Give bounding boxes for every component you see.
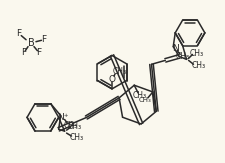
- Text: F: F: [41, 35, 46, 44]
- Text: N: N: [172, 44, 179, 53]
- Text: CH₃: CH₃: [189, 49, 204, 58]
- Text: CH₃: CH₃: [63, 121, 78, 130]
- Text: CH₃: CH₃: [133, 91, 147, 100]
- Text: F: F: [36, 48, 41, 57]
- Text: CH₃: CH₃: [69, 133, 83, 141]
- Text: F: F: [22, 48, 27, 57]
- Text: B: B: [28, 38, 34, 48]
- Text: O: O: [108, 74, 115, 84]
- Text: CH₃: CH₃: [113, 67, 127, 76]
- Text: CH₃: CH₃: [191, 61, 205, 70]
- Text: F: F: [17, 29, 22, 38]
- Text: N⁺: N⁺: [57, 113, 68, 122]
- Text: CH₃: CH₃: [68, 122, 81, 131]
- Text: CH₃: CH₃: [139, 97, 151, 103]
- Text: CH₃: CH₃: [176, 52, 190, 61]
